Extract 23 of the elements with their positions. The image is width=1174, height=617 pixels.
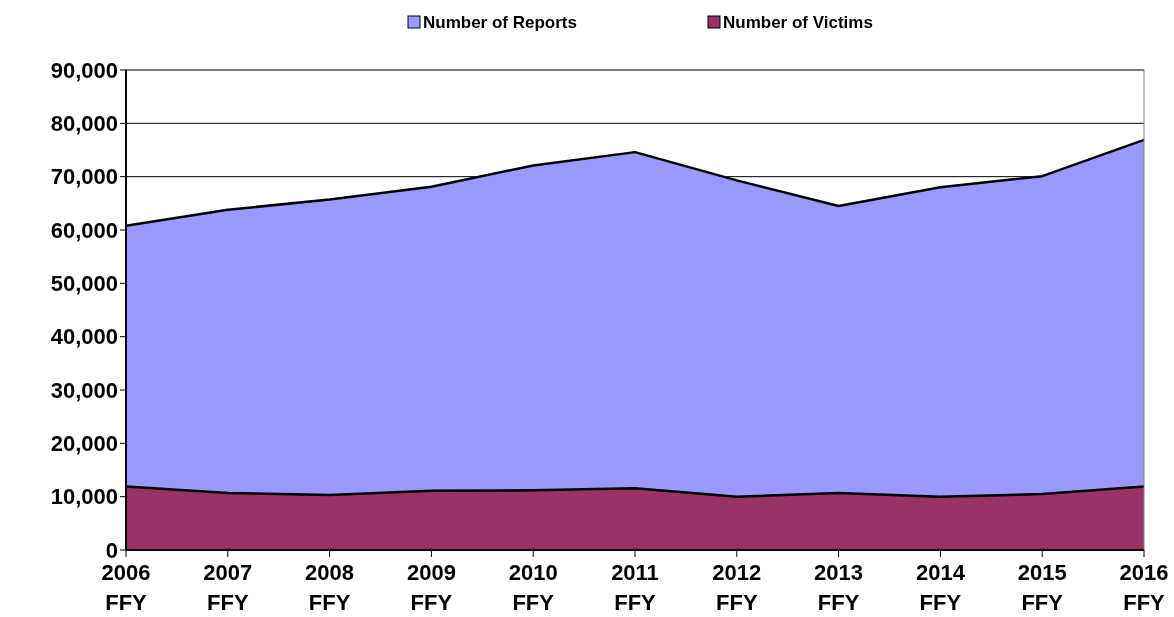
- y-tick-label: 90,000: [50, 57, 118, 83]
- x-tick-label: 2012 FFY: [712, 560, 762, 615]
- y-tick-label: 10,000: [50, 484, 118, 510]
- x-tick-label: 2006 FFY: [101, 560, 151, 615]
- y-tick-label: 70,000: [50, 164, 118, 190]
- y-tick-label: 20,000: [50, 431, 118, 457]
- x-tick-label: 2014 FFY: [915, 560, 966, 615]
- legend-label: Number of Victims: [723, 13, 873, 32]
- y-tick-label: 50,000: [50, 271, 118, 297]
- y-tick-label: 60,000: [50, 217, 118, 243]
- x-tick-label: 2008 FFY: [305, 560, 355, 615]
- y-tick-label: 30,000: [50, 377, 118, 403]
- x-tick-label: 2011 FFY: [611, 560, 659, 615]
- x-tick-label: 2015 FFY: [1017, 560, 1067, 615]
- y-tick-label: 80,000: [50, 111, 118, 137]
- y-tick-label: 40,000: [50, 324, 118, 350]
- x-tick-label: 2016 FFY: [1119, 560, 1169, 615]
- x-tick-label: 2009 FFY: [406, 560, 456, 615]
- y-tick-label: 0: [105, 537, 118, 563]
- x-tick-label: 2013 FFY: [814, 560, 864, 615]
- x-tick-label: 2010 FFY: [508, 560, 558, 615]
- x-tick-label: 2007 FFY: [203, 560, 253, 615]
- legend-label: Number of Reports: [423, 13, 577, 32]
